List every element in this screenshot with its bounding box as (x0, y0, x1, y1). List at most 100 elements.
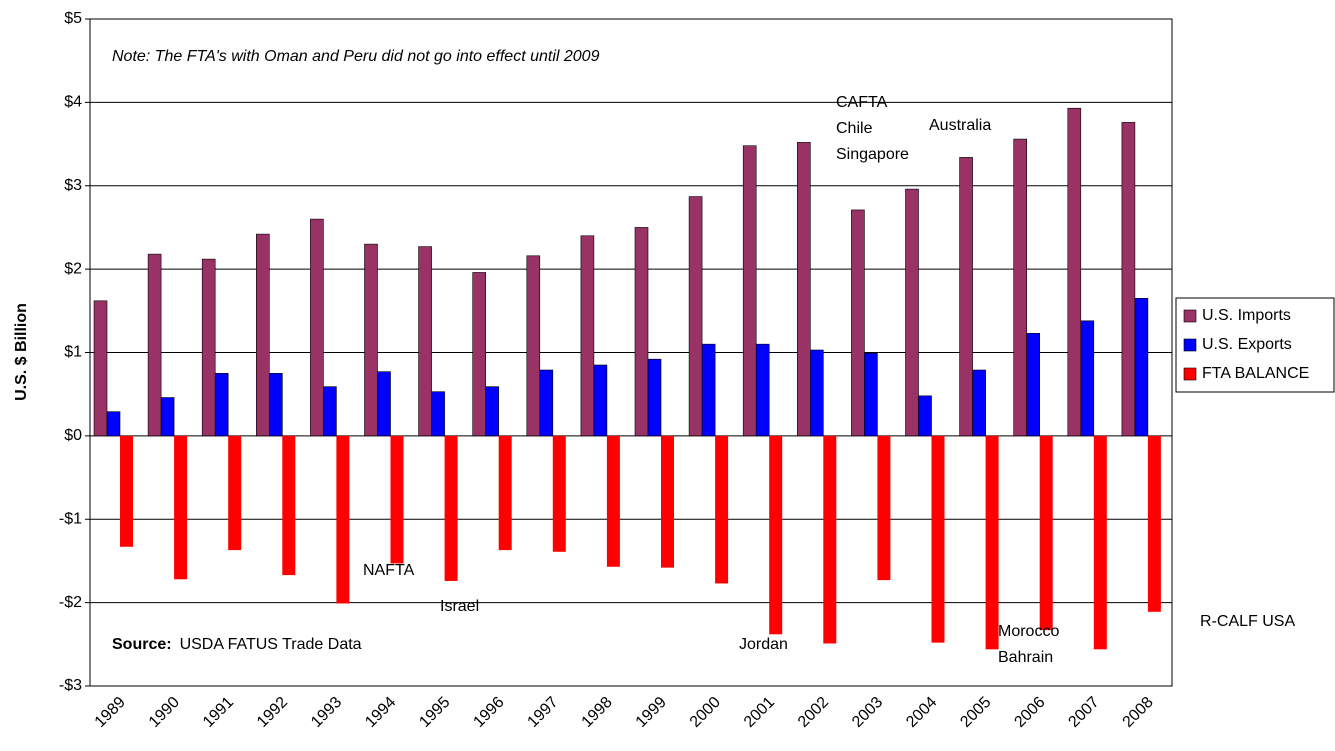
bar (606, 435, 620, 567)
x-tick-label: 1991 (200, 694, 237, 731)
x-tick-label: 2003 (849, 694, 886, 731)
x-tick-label: 2006 (1011, 694, 1048, 731)
x-tick-label: 2007 (1065, 694, 1102, 731)
annotation: CAFTA (836, 94, 888, 111)
annotation: NAFTA (363, 562, 415, 579)
annotation: Australia (929, 117, 991, 134)
annotation: Singapore (836, 146, 909, 163)
bar (418, 246, 432, 437)
credit: R-CALF USA (1200, 613, 1295, 630)
x-tick-label: 1997 (524, 694, 561, 731)
y-tick-label: $4 (64, 94, 82, 111)
bar (959, 157, 973, 437)
bar (647, 358, 662, 437)
y-axis-label: U.S. $ Billion (13, 303, 30, 401)
annotation: Bahrain (998, 649, 1053, 666)
bar (1121, 122, 1136, 437)
bar (715, 435, 729, 584)
bar (755, 343, 770, 437)
bar (580, 235, 595, 437)
x-tick-label: 1996 (470, 694, 507, 731)
bar (593, 364, 608, 437)
x-tick-label: 2008 (1120, 694, 1157, 731)
annotation: Israel (440, 598, 479, 615)
x-tick-label: 2001 (741, 694, 778, 731)
x-tick-label: 1999 (633, 694, 670, 731)
bar (769, 435, 783, 635)
bar (268, 373, 283, 437)
bar (214, 373, 229, 437)
bar (106, 411, 121, 437)
bar (796, 142, 811, 437)
y-tick-label: -$1 (59, 510, 82, 527)
bar (688, 196, 703, 437)
bar (444, 435, 458, 581)
bar (282, 435, 296, 576)
bar (851, 209, 865, 437)
bar (485, 386, 500, 437)
x-tick-label: 1990 (146, 694, 183, 731)
bar (160, 397, 175, 437)
legend-box (1175, 297, 1335, 393)
legend-swatch (1183, 338, 1197, 352)
bar (526, 255, 541, 437)
bar (1039, 435, 1053, 631)
bar (390, 435, 404, 564)
bar (228, 435, 242, 551)
legend-label: U.S. Exports (1202, 336, 1292, 353)
bar (742, 145, 757, 437)
legend-label: FTA BALANCE (1202, 365, 1309, 382)
bar (809, 349, 824, 437)
x-tick-label: 2000 (687, 694, 724, 731)
x-tick-label: 2004 (903, 694, 940, 731)
bar (1067, 107, 1082, 437)
bar (972, 369, 986, 437)
x-tick-label: 1989 (92, 694, 129, 731)
bar (1134, 298, 1149, 437)
bar (120, 435, 133, 547)
bar (1026, 333, 1040, 437)
bar (174, 435, 188, 580)
legend-swatch (1183, 309, 1197, 323)
bar (201, 258, 216, 437)
bar (864, 353, 878, 437)
x-tick-label: 1995 (416, 694, 453, 731)
x-tick-label: 1993 (308, 694, 345, 731)
y-tick-label: -$2 (59, 594, 82, 611)
source: Source: USDA FATUS Trade Data (112, 636, 362, 653)
plot-border (89, 18, 1173, 687)
bar (905, 188, 919, 437)
bar (93, 300, 108, 437)
annotation: Morocco (998, 623, 1059, 640)
bar (1080, 320, 1095, 437)
bar (701, 343, 716, 437)
bar (877, 435, 891, 581)
note: Note: The FTA's with Oman and Peru did n… (112, 48, 600, 65)
bar (147, 253, 162, 437)
legend: U.S. Imports U.S. Exports FTA BALANCE (1175, 297, 1335, 393)
bar (823, 435, 837, 644)
bar (539, 369, 554, 437)
annotation: Chile (836, 120, 873, 137)
legend-label: U.S. Imports (1202, 307, 1291, 324)
bar (918, 395, 932, 437)
bar (377, 371, 391, 437)
annotation: Jordan (739, 636, 788, 653)
bar (1093, 435, 1107, 650)
bar (431, 391, 445, 437)
x-tick-label: 1994 (362, 694, 399, 731)
bar (634, 227, 649, 437)
x-tick-label: 2005 (957, 694, 994, 731)
y-tick-label: $0 (64, 427, 82, 444)
bar (310, 218, 324, 437)
bar (661, 435, 674, 568)
x-tick-label: 1998 (579, 694, 616, 731)
y-tick-label: $2 (64, 260, 82, 277)
bar (1013, 138, 1028, 437)
bar (498, 435, 512, 551)
y-tick-label: $1 (64, 344, 82, 361)
y-tick-label: $5 (64, 10, 82, 27)
source-text: USDA FATUS Trade Data (180, 636, 362, 653)
bar (1147, 435, 1161, 612)
